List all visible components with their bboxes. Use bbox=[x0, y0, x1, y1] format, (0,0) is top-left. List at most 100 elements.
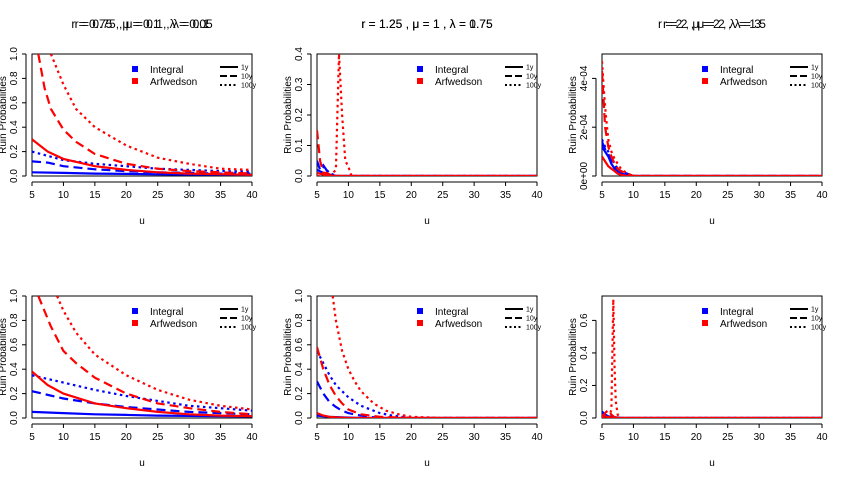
x-tick-label: 30 bbox=[184, 432, 196, 443]
x-tick-label: 40 bbox=[531, 190, 543, 201]
series-line-arfwedson-10y bbox=[317, 346, 537, 418]
legend-horizon-100y: 100y bbox=[241, 325, 257, 332]
y-tick-label: 0.2 bbox=[9, 144, 20, 158]
x-tick-label: 15 bbox=[89, 190, 101, 201]
chart-panel-4: r = 0.75 , μ = 0.1 , λ = 0.1 5 10 15 20 25 30 3… bbox=[0, 17, 258, 469]
series-line-arfwedson-10y bbox=[602, 408, 822, 418]
chart-title: r = 2 , μ = 2 , λ = 3 bbox=[663, 17, 761, 31]
x-tick-label: 25 bbox=[437, 190, 449, 201]
x-tick-label: 40 bbox=[246, 432, 258, 443]
x-tick-label: 30 bbox=[469, 432, 481, 443]
series-line-arfwedson-1y bbox=[317, 412, 537, 418]
plot-frame bbox=[601, 53, 823, 177]
series-line-arfwedson-10y bbox=[602, 71, 822, 176]
series-line-integral-100y bbox=[317, 162, 537, 176]
plot-frame bbox=[31, 53, 253, 177]
legend-label-integral: Integral bbox=[720, 307, 753, 318]
legend-horizon-1y: 1y bbox=[526, 65, 534, 72]
chart-panel-5: r = 1.25 , μ = 1 , λ = 1.75 5 10 15 20 25 30 35… bbox=[283, 17, 543, 469]
y-axis-label: Ruin Probabilities bbox=[568, 318, 579, 396]
x-axis-label: u bbox=[424, 216, 430, 227]
chart-panel-3: r = 2 , μ = 2 , λ = 1.5 5 10 15 20 25 30 35 40 u 0… bbox=[568, 17, 828, 227]
y-axis-label: Ruin Probabilities bbox=[283, 318, 294, 396]
chart-title: r = 1.25 , μ = 1 , λ = 1.75 bbox=[361, 17, 493, 31]
legend-label-arfwedson: Arfwedson bbox=[720, 77, 767, 88]
legend-horizon-100y: 100y bbox=[526, 83, 542, 90]
series-line-integral-10y bbox=[32, 160, 252, 175]
x-tick-label: 30 bbox=[754, 190, 766, 201]
legend-label-integral: Integral bbox=[435, 65, 468, 76]
x-tick-label: 35 bbox=[785, 432, 797, 443]
x-tick-label: 30 bbox=[754, 432, 766, 443]
legend-horizon-1y: 1y bbox=[811, 307, 819, 314]
series-line-integral-10y bbox=[602, 141, 822, 176]
x-tick-label: 35 bbox=[215, 190, 227, 201]
series-group bbox=[602, 299, 822, 418]
series-line-integral-100y bbox=[32, 150, 252, 173]
y-tick-label: 0.2 bbox=[294, 108, 305, 122]
y-tick-label: 0.0 bbox=[9, 169, 20, 183]
legend-label-integral: Integral bbox=[150, 307, 183, 318]
x-axis-label: u bbox=[139, 216, 145, 227]
x-tick-label: 10 bbox=[343, 432, 355, 443]
y-tick-label: 0.8 bbox=[9, 313, 20, 327]
x-tick-label: 25 bbox=[722, 432, 734, 443]
legend-horizon-10y: 10y bbox=[526, 316, 538, 323]
x-tick-label: 10 bbox=[628, 190, 640, 201]
x-axis-label: u bbox=[709, 458, 715, 469]
series-line-arfwedson-1y bbox=[32, 138, 252, 176]
y-tick-label: 0.0 bbox=[294, 169, 305, 183]
legend-label-arfwedson: Arfwedson bbox=[720, 319, 767, 330]
chart-title: r = 2 , μ = 2 , λ = 1.5 bbox=[658, 17, 766, 31]
series-group bbox=[317, 296, 537, 418]
x-axis-label: u bbox=[709, 216, 715, 227]
legend-swatch-arfwedson bbox=[702, 78, 708, 84]
legend-label-integral: Integral bbox=[150, 65, 183, 76]
x-tick-label: 35 bbox=[785, 190, 797, 201]
series-line-arfwedson-100y bbox=[602, 61, 822, 176]
legend-horizon-100y: 100y bbox=[811, 325, 827, 332]
legend-swatch-arfwedson bbox=[132, 78, 138, 84]
legend-swatch-integral bbox=[702, 308, 708, 314]
y-tick-label: 0e+00 bbox=[579, 162, 590, 191]
y-tick-label: 0.4 bbox=[294, 47, 305, 61]
series-line-integral-1y bbox=[602, 146, 822, 176]
legend-horizon-1y: 1y bbox=[241, 307, 249, 314]
series-line-integral-100y bbox=[32, 374, 252, 412]
x-tick-label: 20 bbox=[121, 190, 133, 201]
y-axis-label: Ruin Probabilities bbox=[283, 76, 294, 154]
legend-label-arfwedson: Arfwedson bbox=[435, 77, 482, 88]
x-tick-label: 20 bbox=[691, 432, 703, 443]
y-axis-label: Ruin Probabilities bbox=[0, 76, 9, 154]
series-line-arfwedson-10y bbox=[317, 130, 537, 176]
x-tick-label: 20 bbox=[121, 432, 133, 443]
y-tick-label: 0.4 bbox=[9, 120, 20, 134]
y-tick-label: 0.6 bbox=[9, 95, 20, 109]
series-group bbox=[32, 54, 252, 176]
legend-horizon-1y: 1y bbox=[811, 65, 819, 72]
x-axis-label: u bbox=[424, 458, 430, 469]
y-axis-label: Ruin Probabilities bbox=[568, 76, 579, 154]
y-tick-label: 4e-04 bbox=[579, 65, 590, 91]
x-tick-label: 15 bbox=[89, 432, 101, 443]
plot-frame bbox=[316, 295, 538, 419]
x-tick-label: 40 bbox=[246, 190, 258, 201]
legend-horizon-100y: 100y bbox=[526, 325, 542, 332]
x-tick-label: 20 bbox=[406, 432, 418, 443]
legend-swatch-integral bbox=[132, 66, 138, 72]
chart-title: r = 0.75 , μ = 0.1 , λ = 0.1 bbox=[75, 17, 210, 31]
y-tick-label: 1.0 bbox=[9, 289, 20, 303]
series-line-arfwedson-1y bbox=[32, 370, 252, 418]
x-tick-label: 40 bbox=[816, 190, 828, 201]
x-tick-label: 5 bbox=[314, 190, 320, 201]
y-tick-label: 0.0 bbox=[294, 411, 305, 425]
x-tick-label: 25 bbox=[722, 190, 734, 201]
x-tick-label: 15 bbox=[659, 190, 671, 201]
x-tick-label: 15 bbox=[659, 432, 671, 443]
series-line-arfwedson-1y bbox=[602, 155, 822, 176]
y-tick-label: 0.1 bbox=[294, 138, 305, 152]
chart-title: r = 0.75 , μ = 0.1 , λ = 0.05 bbox=[71, 17, 213, 31]
plot-frame bbox=[31, 295, 253, 419]
chart-panel-6: r = 2 , μ = 2 , λ = 3 5 10 15 20 25 30 35 40 u 0.0… bbox=[568, 17, 828, 469]
